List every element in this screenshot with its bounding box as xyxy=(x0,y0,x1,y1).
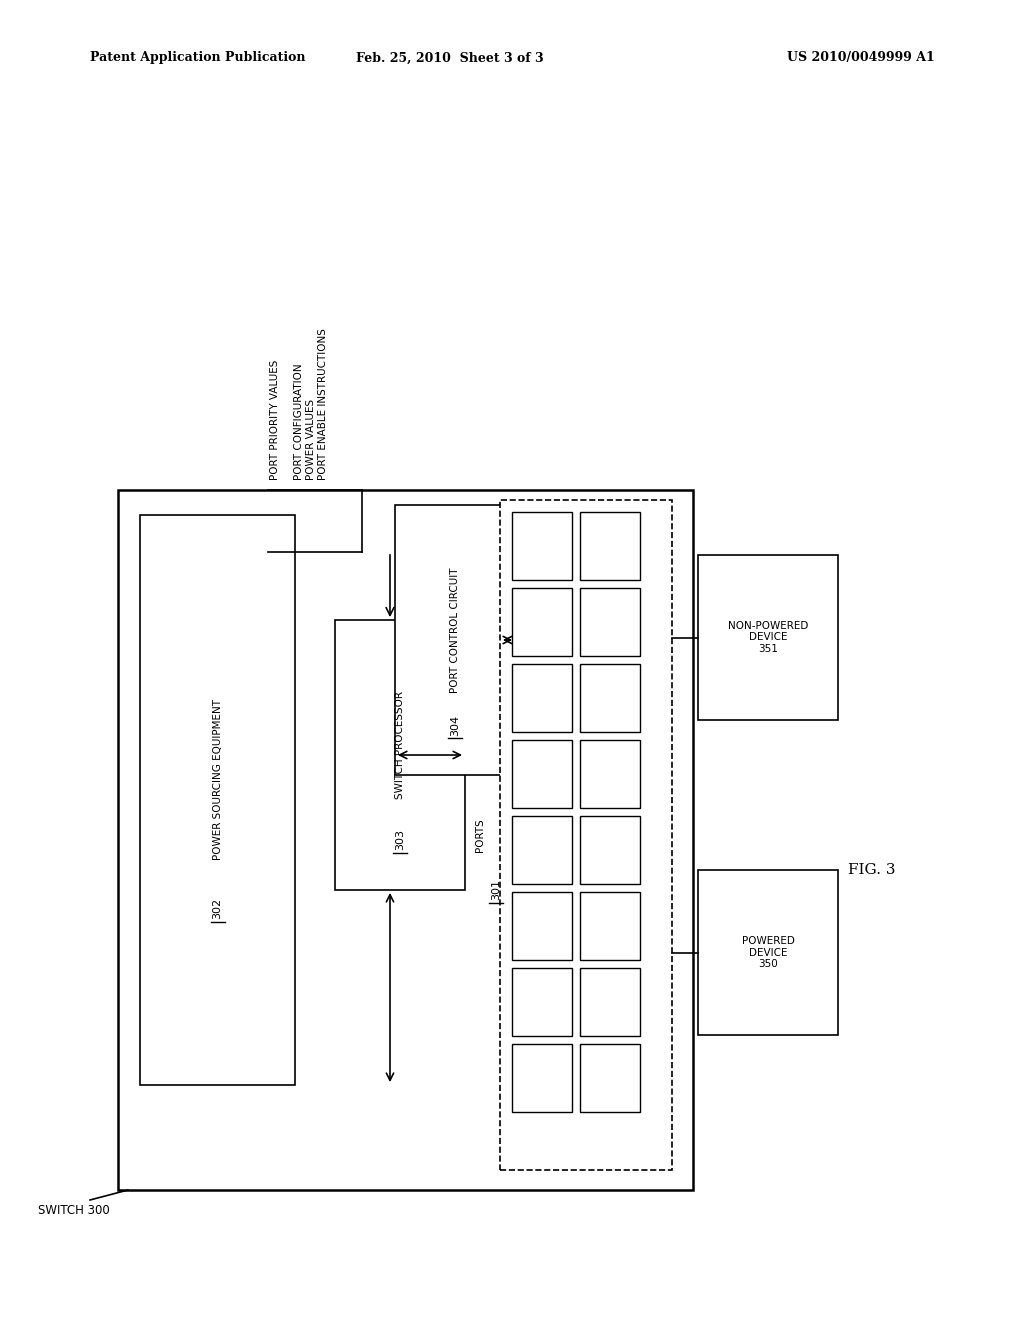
Text: PORT PRIORITY VALUES: PORT PRIORITY VALUES xyxy=(270,359,280,480)
Bar xyxy=(580,741,640,808)
Text: FIG. 3: FIG. 3 xyxy=(848,863,896,876)
Bar xyxy=(500,500,672,1170)
Bar xyxy=(512,816,572,884)
Text: 303: 303 xyxy=(395,829,406,850)
Text: POWERED
DEVICE
350: POWERED DEVICE 350 xyxy=(741,936,795,969)
Bar xyxy=(512,741,572,808)
Bar xyxy=(512,664,572,733)
Bar xyxy=(512,512,572,579)
Bar xyxy=(118,490,693,1191)
Text: Patent Application Publication: Patent Application Publication xyxy=(90,51,305,65)
Text: Feb. 25, 2010  Sheet 3 of 3: Feb. 25, 2010 Sheet 3 of 3 xyxy=(356,51,544,65)
Bar xyxy=(580,968,640,1036)
Bar xyxy=(512,1044,572,1111)
Bar xyxy=(580,512,640,579)
Bar xyxy=(512,892,572,960)
Text: US 2010/0049999 A1: US 2010/0049999 A1 xyxy=(787,51,935,65)
Text: SWITCH PROCESSOR: SWITCH PROCESSOR xyxy=(395,690,406,799)
Text: PORT CONFIGURATION
POWER VALUES: PORT CONFIGURATION POWER VALUES xyxy=(294,363,315,480)
Text: 304: 304 xyxy=(450,714,460,735)
Text: 302: 302 xyxy=(213,898,222,919)
Bar xyxy=(580,892,640,960)
Bar xyxy=(580,664,640,733)
Bar xyxy=(580,1044,640,1111)
Bar xyxy=(580,587,640,656)
Text: PORT ENABLE INSTRUCTIONS: PORT ENABLE INSTRUCTIONS xyxy=(318,329,328,480)
Bar xyxy=(335,620,465,890)
Text: SWITCH 300: SWITCH 300 xyxy=(38,1204,110,1217)
Text: POWER SOURCING EQUIPMENT: POWER SOURCING EQUIPMENT xyxy=(213,700,222,861)
Bar xyxy=(512,587,572,656)
Bar xyxy=(698,554,838,719)
Text: PORTS: PORTS xyxy=(475,818,485,851)
Text: PORT CONTROL CIRCUIT: PORT CONTROL CIRCUIT xyxy=(450,568,460,693)
Text: 301: 301 xyxy=(490,879,501,900)
Text: NON-POWERED
DEVICE
351: NON-POWERED DEVICE 351 xyxy=(728,620,808,655)
Bar xyxy=(580,816,640,884)
Bar xyxy=(698,870,838,1035)
Bar xyxy=(140,515,295,1085)
Bar xyxy=(512,968,572,1036)
Bar xyxy=(395,506,515,775)
